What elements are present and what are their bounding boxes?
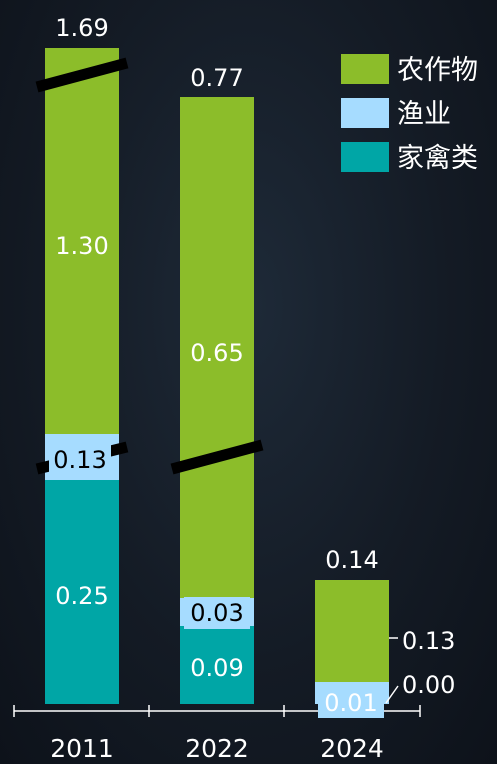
label-fishery-2022: 0.03	[190, 599, 243, 627]
label-fishery-2022-box	[184, 597, 250, 629]
data-labels: 1.69 0.77 0.14 1.30 0.65 0.13 0.03 0.01 0.25 0.09…	[49, 14, 455, 718]
x-tick-label-2024: 2024	[320, 734, 384, 763]
legend-label-1: 农作物	[397, 55, 478, 86]
label-poultry-2011: 0.25	[55, 582, 108, 610]
label-crops-2011: 1.30	[55, 232, 108, 260]
axis-break-mark-2022-1	[170, 439, 264, 475]
legend-swatch-1	[341, 54, 389, 84]
bar-crops-2024	[315, 580, 389, 682]
legend-swatch-3	[341, 142, 389, 172]
total-label-2022: 0.77	[190, 64, 243, 92]
legend-label-2: 渔业	[397, 99, 451, 130]
leader-poultry-2024	[385, 685, 399, 704]
legend-label-3: 家禽类	[397, 143, 478, 174]
bar-poultry-2011	[45, 480, 119, 704]
label-fishery-2024-box	[318, 688, 384, 718]
label-fishery-2024: 0.01	[324, 689, 377, 717]
label-crops-2024: 0.13	[402, 627, 455, 655]
axis-break-mark-2011-1	[35, 57, 129, 93]
x-tick-label-2022: 2022	[185, 734, 249, 763]
label-fishery-2011: 0.13	[53, 446, 106, 474]
total-label-2011: 1.69	[55, 14, 108, 42]
x-tick-label-2011: 2011	[50, 734, 114, 763]
label-poultry-2022: 0.09	[190, 654, 243, 682]
total-label-2024: 0.14	[325, 546, 378, 574]
label-fishery-2011-box	[49, 444, 111, 476]
bar-poultry-2022	[180, 626, 254, 704]
bar-crops-2022	[180, 97, 254, 598]
bar-crops-2011	[45, 48, 119, 434]
legend-swatch-2	[341, 98, 389, 128]
label-poultry-2024: 0.00	[402, 671, 455, 699]
label-crops-2022: 0.65	[190, 339, 243, 367]
